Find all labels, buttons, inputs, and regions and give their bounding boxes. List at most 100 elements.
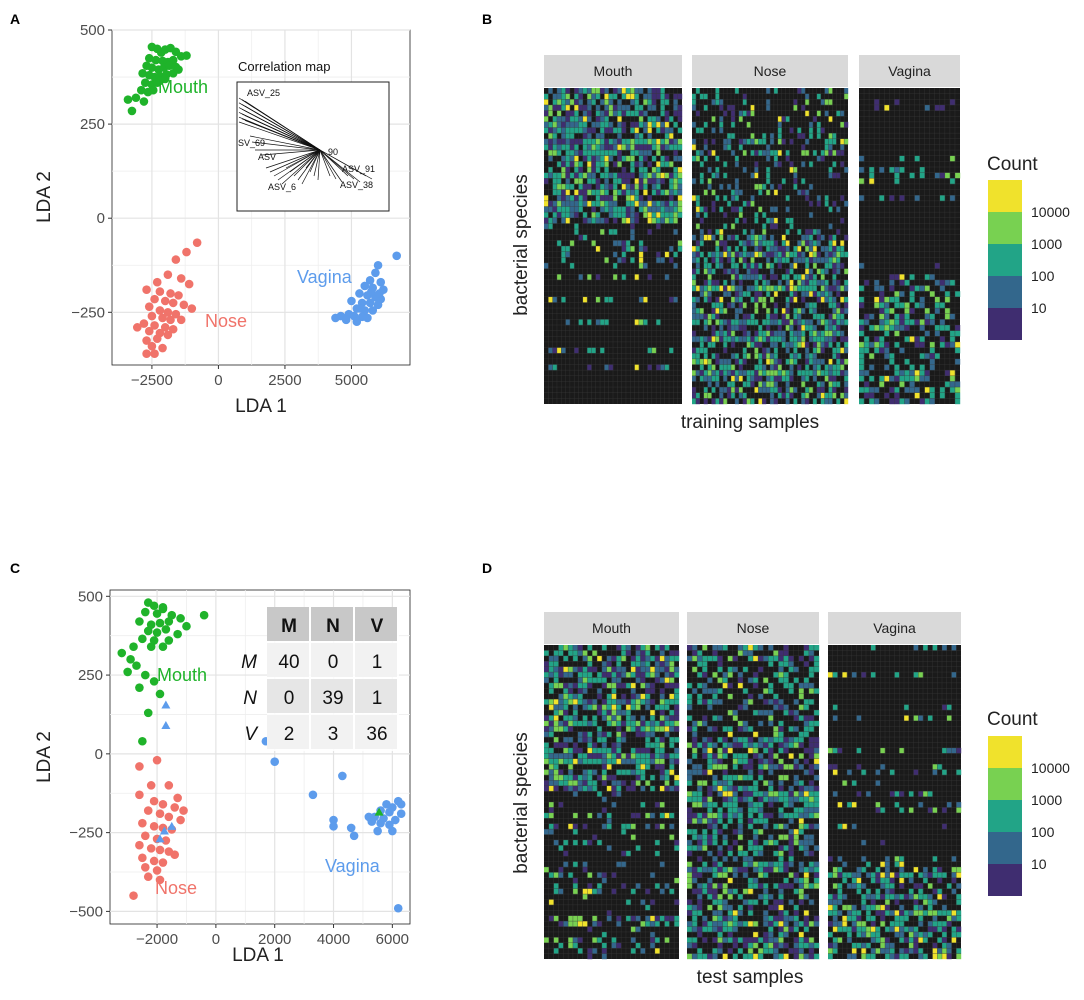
heatmap-cell (597, 737, 603, 743)
heatmap-cell (788, 802, 794, 808)
heatmap-cell (763, 737, 769, 743)
heatmap-cell (812, 364, 817, 371)
heatmap-cell (844, 167, 849, 173)
heatmap-cell (630, 888, 636, 895)
heatmap-cell (824, 370, 829, 376)
correlation-arrow (269, 149, 321, 173)
heatmap-cell (840, 319, 845, 326)
heatmap-cell (723, 212, 728, 218)
heatmap-cell (899, 375, 905, 382)
heatmap-cell (899, 921, 905, 927)
heatmap-cell (692, 769, 698, 776)
heatmap-cell (656, 127, 661, 134)
heatmap-cell (808, 866, 815, 873)
heatmap-cell (601, 953, 607, 960)
heatmap-cell (654, 666, 660, 673)
heatmap-cell (556, 212, 562, 218)
heatmap-cell (816, 127, 821, 134)
heatmap-cell (785, 313, 790, 320)
heatmap-cell (832, 791, 838, 797)
heatmap-cell (864, 319, 870, 326)
heatmap-cell (932, 926, 938, 933)
heatmap-cell (753, 682, 759, 689)
heatmap-cell (773, 796, 779, 803)
heatmap-cell (582, 861, 588, 868)
heatmap-cell (647, 138, 653, 145)
heatmap-cell (942, 894, 947, 900)
heatmap-cell (664, 769, 670, 776)
heatmap-cell (742, 200, 747, 207)
panel-a-point-nose (168, 298, 178, 308)
heatmap-cell (643, 246, 648, 252)
heatmap-cell (656, 200, 661, 207)
heatmap-cell (697, 796, 703, 803)
heatmap-cell (859, 319, 865, 326)
heatmap-cell (842, 926, 848, 933)
heatmap-cell (621, 155, 627, 162)
heatmap-cell (793, 780, 799, 786)
heatmap-cell (601, 742, 607, 749)
heatmap-cell (556, 178, 562, 185)
heatmap-cell (606, 812, 612, 819)
heatmap-cell (803, 758, 810, 765)
heatmap-cell (904, 387, 910, 393)
heatmap-cell (635, 661, 641, 667)
heatmap-cell (565, 246, 571, 252)
heatmap-cell (568, 747, 574, 754)
heatmap-cell (703, 387, 708, 393)
heatmap-cell (697, 720, 703, 727)
heatmap-cell (836, 279, 841, 286)
heatmap-cell (617, 206, 622, 213)
heatmap-cell (638, 161, 644, 168)
heatmap-cell (889, 285, 895, 292)
heatmap-cell (836, 341, 841, 348)
heatmap-cell (889, 325, 895, 331)
heatmap-cell (758, 948, 764, 954)
heatmap-cell (899, 953, 905, 960)
heatmap-cell (899, 279, 905, 286)
heatmap-cell (812, 285, 817, 292)
heatmap-cell (840, 358, 845, 365)
heatmap-cell (746, 121, 751, 128)
heatmap-cell (613, 138, 618, 145)
panel-letter-c: C (10, 560, 20, 576)
heatmap-cell (692, 666, 698, 673)
heatmap-cell (719, 262, 724, 269)
heatmap-cell (742, 796, 749, 803)
heatmap-cell (703, 347, 708, 354)
heatmap-cell (591, 167, 596, 173)
confusion-row-header: V (244, 724, 259, 745)
heatmap-cell (747, 904, 754, 911)
heatmap-cell (808, 948, 815, 954)
heatmap-cell (651, 206, 657, 213)
heatmap-cell (754, 336, 759, 343)
heatmap-cell (625, 850, 631, 857)
heatmap-cell (770, 138, 775, 145)
heatmap-cell (737, 866, 744, 873)
heatmap-cell (556, 200, 562, 207)
heatmap-cell (587, 742, 593, 749)
heatmap-cell (574, 223, 579, 230)
heatmap-cell (937, 910, 943, 916)
heatmap-cell (856, 877, 862, 884)
heatmap-cell (582, 839, 588, 846)
heatmap-cell (613, 127, 618, 134)
heatmap-cell (737, 677, 744, 684)
heatmap-cell (634, 127, 640, 134)
heatmap-cell (582, 780, 588, 786)
heatmap-cell (587, 731, 593, 738)
heatmap-cell (673, 144, 678, 151)
heatmap-cell (556, 150, 562, 156)
heatmap-cell (592, 742, 598, 749)
heatmap-cell (773, 823, 779, 830)
heatmap-cell (715, 302, 720, 309)
confusion-cell-bg (355, 679, 397, 713)
heatmap-cell (783, 672, 789, 678)
heatmap-cell (673, 200, 678, 207)
heatmap-cell (558, 666, 564, 673)
heatmap-cell (582, 217, 588, 224)
heatmap-cell (754, 138, 759, 145)
heatmap-cell (951, 672, 957, 678)
heatmap-cell (677, 110, 683, 117)
heatmap-cell (600, 195, 605, 202)
